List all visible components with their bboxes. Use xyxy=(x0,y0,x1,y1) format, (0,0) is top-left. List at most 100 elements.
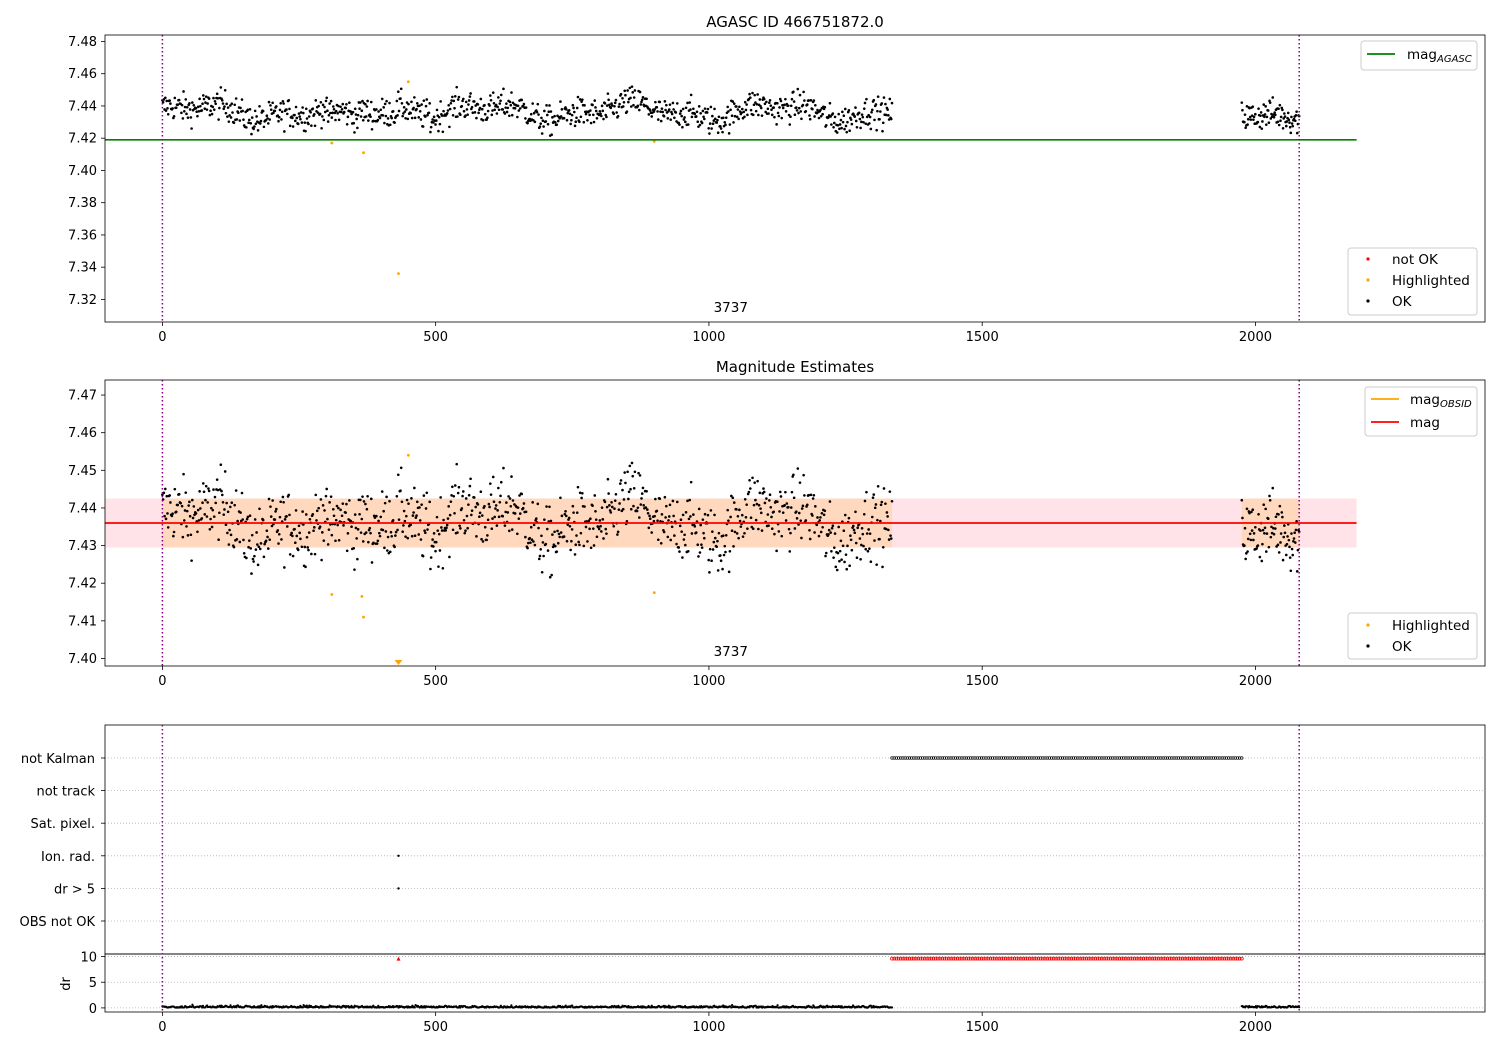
ok-point xyxy=(1292,539,1295,543)
ok-point xyxy=(656,519,659,523)
ok-point xyxy=(229,505,232,509)
ok-point xyxy=(846,120,849,124)
ok-point xyxy=(633,89,637,92)
ok-point xyxy=(1294,114,1298,117)
ok-point xyxy=(721,130,724,134)
ok-point xyxy=(198,490,201,493)
ok-point xyxy=(858,117,862,121)
ok-point xyxy=(614,493,618,496)
ok-point xyxy=(299,537,302,541)
ok-point xyxy=(549,110,553,113)
ok-point xyxy=(518,494,521,497)
ok-point xyxy=(773,115,776,119)
ok-point xyxy=(1266,517,1270,521)
ok-point xyxy=(263,542,266,546)
ok-point xyxy=(249,121,253,125)
ok-point xyxy=(824,554,827,558)
ok-point xyxy=(723,544,727,548)
ok-point xyxy=(770,108,773,112)
ok-point xyxy=(370,561,374,564)
ok-point xyxy=(775,123,778,126)
ok-point xyxy=(811,107,814,111)
ok-point xyxy=(456,98,460,101)
ok-point xyxy=(472,496,476,499)
ok-point xyxy=(847,516,851,520)
ok-point xyxy=(699,111,702,115)
ok-point xyxy=(497,515,501,519)
ok-point xyxy=(769,505,773,509)
ok-point xyxy=(201,482,205,485)
ok-point xyxy=(441,567,445,570)
ok-point xyxy=(850,122,854,126)
ok-point xyxy=(483,504,486,508)
ok-point xyxy=(852,528,856,532)
ok-point xyxy=(887,538,891,541)
dr-tick-label: 5 xyxy=(89,976,97,991)
ok-point xyxy=(811,497,815,500)
flag-point xyxy=(1200,756,1205,760)
ok-point xyxy=(823,105,827,109)
ok-point xyxy=(642,504,645,507)
ok-point xyxy=(781,106,785,110)
ok-point xyxy=(576,485,580,489)
panel2-legend-bottom xyxy=(1347,612,1478,660)
ok-point xyxy=(839,539,843,543)
ok-point xyxy=(402,509,406,513)
ok-point xyxy=(499,494,502,498)
ok-point xyxy=(802,90,805,94)
ok-point xyxy=(383,501,387,505)
ok-point xyxy=(870,515,874,519)
ok-point xyxy=(675,542,678,546)
ok-point xyxy=(1259,529,1262,532)
ok-point xyxy=(805,103,809,106)
ok-point xyxy=(865,115,869,119)
ok-point xyxy=(1251,105,1255,109)
flag-point xyxy=(920,756,925,760)
ok-point xyxy=(575,511,579,514)
ok-point xyxy=(504,106,507,109)
ok-point xyxy=(340,110,343,114)
ok-point xyxy=(326,543,330,546)
flag-point xyxy=(1124,756,1128,760)
ok-point xyxy=(383,546,386,550)
ok-point xyxy=(510,91,513,94)
ok-point xyxy=(681,513,685,517)
ok-point xyxy=(664,516,667,519)
ok-point xyxy=(341,502,345,505)
highlighted-point xyxy=(652,591,656,595)
ok-point xyxy=(321,504,325,507)
ok-point xyxy=(589,546,593,550)
ok-point xyxy=(287,493,291,497)
ok-point xyxy=(337,538,341,542)
ok-point xyxy=(730,529,734,533)
ok-point xyxy=(555,123,559,126)
panel3-x-axis: 0 500 1000 1500 2000 xyxy=(158,1012,1272,1035)
ok-point xyxy=(827,533,830,536)
flag-point xyxy=(901,756,905,760)
ok-point xyxy=(1296,548,1300,552)
dr-not-ok-point xyxy=(1005,956,1010,961)
flag-point xyxy=(1065,756,1069,760)
ok-point xyxy=(334,539,337,543)
ok-point xyxy=(311,107,315,110)
ok-point xyxy=(192,505,196,508)
ok-point xyxy=(619,479,623,482)
dr-not-ok-point xyxy=(1226,956,1231,961)
ok-point xyxy=(223,508,226,511)
ok-point xyxy=(513,106,517,110)
ok-point xyxy=(524,117,527,120)
ok-point xyxy=(177,98,181,102)
ok-point xyxy=(809,493,813,497)
ok-point xyxy=(754,109,758,113)
ok-point xyxy=(697,105,701,108)
ok-point xyxy=(591,103,594,107)
ok-point xyxy=(248,514,252,518)
ok-point xyxy=(808,114,811,117)
ok-point xyxy=(273,518,277,521)
dr-not-ok-point xyxy=(1110,956,1115,961)
dr-not-ok-point xyxy=(1021,956,1026,961)
ok-point xyxy=(485,538,488,542)
ok-point xyxy=(456,531,459,534)
ok-point xyxy=(191,516,195,520)
